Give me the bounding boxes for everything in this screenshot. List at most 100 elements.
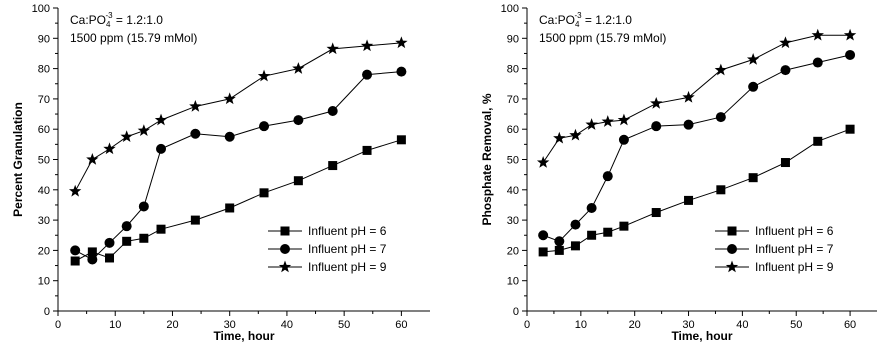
data-point [570, 219, 581, 230]
data-point [293, 176, 303, 186]
x-tick-label: 30 [224, 319, 236, 331]
data-point [122, 236, 132, 246]
chart-2: 0 10 20 30 40 50 60 70 80 90 100 0 10 20 30 40 50 60 Time,… [480, 3, 877, 343]
data-point [154, 113, 168, 126]
x-tick-label: 20 [166, 319, 178, 331]
data-point [587, 230, 597, 240]
data-point [845, 124, 855, 134]
data-point [189, 99, 202, 112]
y-tick-label: 10 [507, 276, 519, 288]
x-axis-title: Time, hour [671, 329, 732, 343]
x-tick-label: 60 [395, 319, 407, 331]
data-point [156, 224, 166, 234]
data-point [138, 201, 149, 212]
data-point [554, 236, 565, 247]
x-axis-title: Time, hour [213, 329, 274, 343]
data-point [121, 221, 132, 232]
data-point [360, 39, 374, 52]
data-point [617, 113, 631, 126]
data-point [104, 237, 115, 248]
legend-marker [727, 226, 737, 236]
y-tick-label: 30 [38, 215, 50, 227]
legend-label: Influent pH = 7 [755, 242, 834, 256]
data-point [68, 184, 82, 197]
data-point [190, 215, 200, 225]
data-point [570, 241, 580, 251]
data-point [87, 254, 98, 265]
data-point [105, 253, 115, 263]
data-point [779, 36, 792, 49]
data-point [326, 42, 339, 55]
data-point [190, 128, 201, 139]
legend-marker [725, 260, 739, 273]
y-tick-label: 70 [507, 94, 519, 106]
x-tick-label: 40 [281, 319, 293, 331]
x-tick-label: 30 [682, 319, 694, 331]
data-point [714, 63, 728, 76]
data-point [651, 208, 661, 218]
legend: Influent pH = 6 Influent pH = 7 Influent p… [268, 224, 387, 274]
legend-label: Influent pH = 6 [755, 224, 834, 238]
data-point [683, 119, 694, 130]
series-line [542, 34, 851, 163]
data-point [538, 230, 549, 241]
legend: Influent pH = 6 Influent pH = 7 Influent p… [715, 224, 834, 274]
annotation-ratio: Ca:PO4-3 = 1.2:1.0 [539, 11, 632, 29]
legend-label: Influent pH = 6 [308, 224, 387, 238]
legend-marker [280, 244, 290, 254]
data-point [618, 134, 629, 145]
series-star [536, 28, 857, 168]
y-tick-label: 90 [38, 33, 50, 45]
data-point [811, 28, 824, 41]
data-point [601, 115, 614, 127]
data-point [553, 131, 566, 144]
data-point [87, 247, 97, 257]
data-point [843, 28, 857, 41]
data-point [293, 115, 304, 126]
y-tick-label: 10 [38, 276, 50, 288]
data-point [396, 135, 406, 145]
data-point [813, 136, 823, 146]
y-tick-label: 40 [38, 185, 50, 197]
legend-label: Influent pH = 9 [755, 260, 834, 274]
data-point [86, 153, 99, 165]
x-tick-label: 10 [109, 319, 121, 331]
x-tick-label: 0 [55, 319, 61, 331]
data-point [650, 96, 663, 109]
y-tick-label: 0 [44, 306, 50, 318]
legend-marker [280, 226, 290, 236]
x-tick-label: 60 [844, 319, 856, 331]
series-square [538, 124, 855, 257]
data-point [137, 124, 151, 136]
data-point [292, 62, 305, 74]
series-circle [538, 49, 856, 247]
chart-1: 0 10 20 30 40 50 60 70 80 90 100 0 10 20 30 40 50 60 Time,… [11, 3, 430, 343]
series-circle [70, 66, 407, 265]
x-tick-label: 20 [629, 319, 641, 331]
data-point [103, 142, 116, 155]
x-tick-label: 40 [736, 319, 748, 331]
data-point [748, 81, 759, 92]
y-tick-label: 20 [38, 245, 50, 257]
series-star [68, 36, 408, 197]
data-point [746, 53, 760, 65]
series-line [542, 54, 851, 242]
y-tick-label: 50 [38, 155, 50, 167]
data-point [812, 57, 823, 68]
data-point [156, 143, 167, 154]
data-point [682, 90, 695, 103]
data-point [586, 202, 597, 213]
y-tick-label: 100 [32, 3, 50, 15]
data-point [603, 227, 613, 237]
y-tick-label: 0 [513, 306, 519, 318]
annotation-concentration: 1500 ppm (15.79 mMol) [539, 31, 666, 45]
y-axis-title: Percent Granulation [11, 102, 25, 217]
x-tick-label: 0 [524, 319, 530, 331]
annotation-concentration: 1500 ppm (15.79 mMol) [70, 31, 197, 45]
data-point [538, 247, 548, 257]
series-line [74, 42, 402, 192]
data-point [716, 185, 726, 195]
data-point [619, 221, 629, 231]
y-tick-label: 40 [507, 185, 519, 197]
